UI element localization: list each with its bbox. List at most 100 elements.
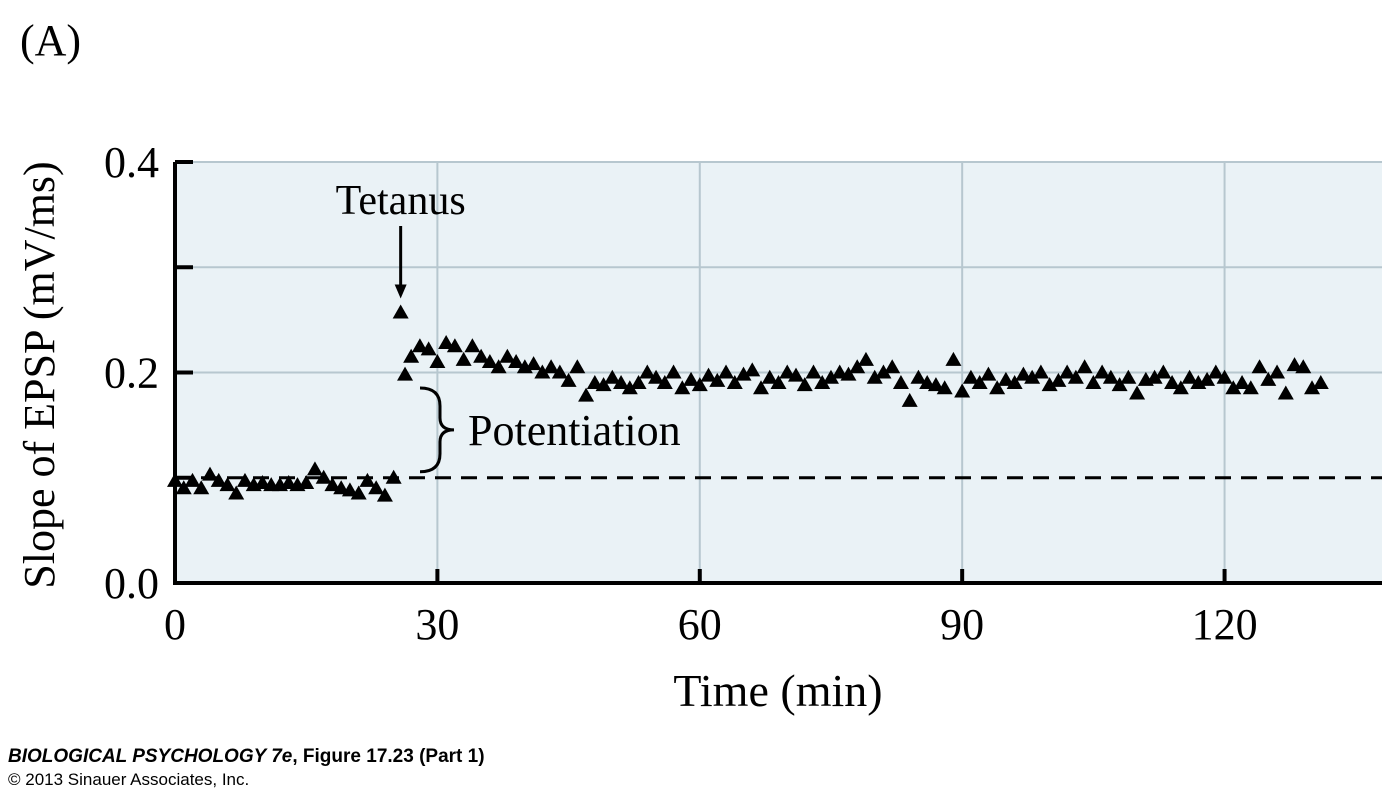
x-tick-label: 60 [678, 600, 722, 649]
data-point [306, 461, 323, 476]
data-point [1067, 369, 1084, 384]
data-point [744, 362, 761, 377]
data-point [1225, 380, 1242, 395]
data-point [665, 364, 682, 379]
data-point [578, 387, 595, 402]
data-point [1120, 369, 1137, 384]
annotation: Tetanus [336, 178, 466, 224]
x-tick-label: 120 [1192, 600, 1258, 649]
data-point [1304, 380, 1321, 395]
data-point [359, 472, 376, 487]
data-point [473, 348, 490, 363]
data-point [613, 375, 630, 390]
data-point [167, 472, 183, 487]
data-point [1181, 369, 1198, 384]
data-point [857, 351, 874, 366]
data-point [875, 364, 892, 379]
data-point [910, 369, 927, 384]
data-point [770, 375, 787, 390]
data-point [543, 359, 560, 374]
data-point [446, 338, 463, 353]
data-point [298, 475, 315, 490]
data-point [350, 485, 367, 500]
data-point [630, 375, 647, 390]
data-point [892, 375, 909, 390]
data-point [1102, 369, 1119, 384]
data-point [980, 366, 997, 381]
data-point [420, 341, 437, 356]
data-point [709, 372, 726, 387]
annotation-brace [419, 386, 455, 474]
data-point [936, 380, 953, 395]
data-point [840, 366, 857, 381]
data-point [481, 353, 498, 368]
footer-copyright: © 2013 Sinauer Associates, Inc. [8, 770, 249, 789]
data-point [392, 304, 409, 319]
data-point [228, 485, 245, 500]
data-point [814, 375, 831, 390]
data-point [796, 377, 813, 392]
data-point [1277, 385, 1294, 400]
data-point [718, 364, 735, 379]
data-point [1032, 364, 1049, 379]
footer-figure: , Figure 17.23 (Part 1) [292, 746, 484, 767]
data-point [691, 377, 708, 392]
data-point [455, 351, 472, 366]
annotation: Potentiation [468, 406, 681, 455]
data-point [989, 380, 1006, 395]
y-axis-label: Slope of EPSP (mV/ms) [15, 161, 64, 588]
data-point [1094, 364, 1111, 379]
data-point [962, 369, 979, 384]
data-point [997, 371, 1014, 386]
data-point [1155, 364, 1172, 379]
data-point [683, 371, 700, 386]
data-point [560, 372, 577, 387]
data-point [1269, 364, 1286, 379]
data-point [1111, 377, 1128, 392]
data-point [954, 383, 971, 398]
data-point [1312, 375, 1329, 390]
data-point [1164, 375, 1181, 390]
footer-title: BIOLOGICAL PSYCHOLOGY 7e, Figure 17.23 (… [8, 746, 485, 767]
data-point [753, 380, 770, 395]
data-point [1059, 364, 1076, 379]
data-point [1085, 375, 1102, 390]
data-point [175, 480, 192, 495]
data-point [464, 338, 481, 353]
data-point [1199, 371, 1216, 386]
footer-book: BIOLOGICAL PSYCHOLOGY 7e [8, 746, 293, 767]
data-point [1242, 380, 1259, 395]
y-tick-label: 0.4 [104, 138, 159, 187]
data-point [822, 369, 839, 384]
data-point [1295, 359, 1312, 374]
data-point [569, 359, 586, 374]
data-point [324, 477, 341, 492]
data-point [1251, 359, 1268, 374]
data-point [534, 364, 551, 379]
data-point [1172, 380, 1189, 395]
data-point [341, 482, 358, 497]
data-point [779, 364, 796, 379]
data-point [1234, 375, 1251, 390]
data-point [884, 359, 901, 374]
data-point [551, 364, 568, 379]
data-point [411, 338, 428, 353]
data-point [1076, 359, 1093, 374]
data-point [219, 477, 236, 492]
data-point [787, 367, 804, 382]
y-tick-label: 0.0 [104, 559, 159, 608]
x-tick-label: 90 [940, 600, 984, 649]
data-point [735, 366, 752, 381]
data-point [201, 466, 218, 481]
data-point [726, 375, 743, 390]
data-point [368, 480, 385, 495]
data-point [236, 472, 253, 487]
data-point [508, 353, 525, 368]
data-point [525, 356, 542, 371]
data-point [376, 487, 393, 502]
data-point [648, 369, 665, 384]
data-point [849, 359, 866, 374]
data-point [184, 472, 201, 487]
data-point [1006, 375, 1023, 390]
x-axis-label: Time (min) [673, 665, 882, 716]
